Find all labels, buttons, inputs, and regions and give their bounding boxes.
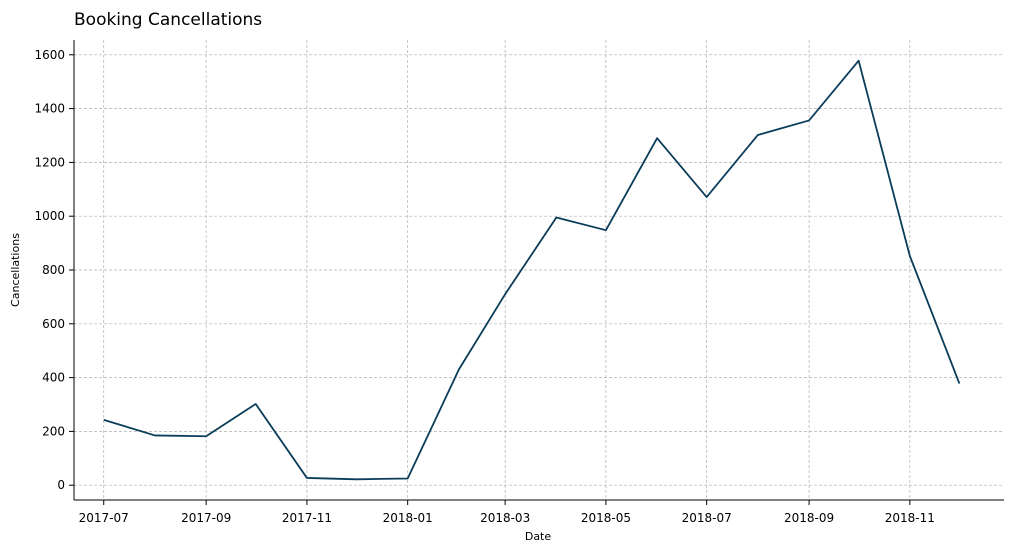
series-line [103,59,961,481]
x-tick-label: 2018-07 [682,511,732,525]
x-tick-label: 2018-11 [885,511,935,525]
y-axis-ticks: 0 200 400 600 800 1000 1200 1400 1600 [34,48,74,492]
x-tick-label: 2018-01 [383,511,433,525]
x-tick-label: 2017-11 [282,511,332,525]
y-tick-label: 200 [42,424,65,438]
x-axis-ticks: 2017-07 2017-09 2017-11 2018-01 2018-03 2018-… [79,500,935,525]
y-tick-label: 1000 [34,209,65,223]
y-tick-label: 400 [42,371,65,385]
y-tick-label: 1400 [34,102,65,116]
grid [74,40,1004,500]
y-tick-label: 1200 [34,155,65,169]
x-tick-label: 2018-03 [480,511,530,525]
y-tick-label: 800 [42,263,65,277]
x-tick-label: 2018-05 [581,511,631,525]
x-tick-label: 2017-07 [79,511,129,525]
x-tick-label: 2018-09 [784,511,834,525]
x-axis-label: Date [525,530,552,543]
y-tick-label: 1600 [34,48,65,62]
y-tick-label: 0 [57,478,65,492]
x-tick-label: 2017-09 [181,511,231,525]
y-tick-label: 600 [42,317,65,331]
chart-title: Booking Cancellations [74,10,262,30]
series [103,59,961,481]
y-axis-label: Cancellations [9,233,22,307]
